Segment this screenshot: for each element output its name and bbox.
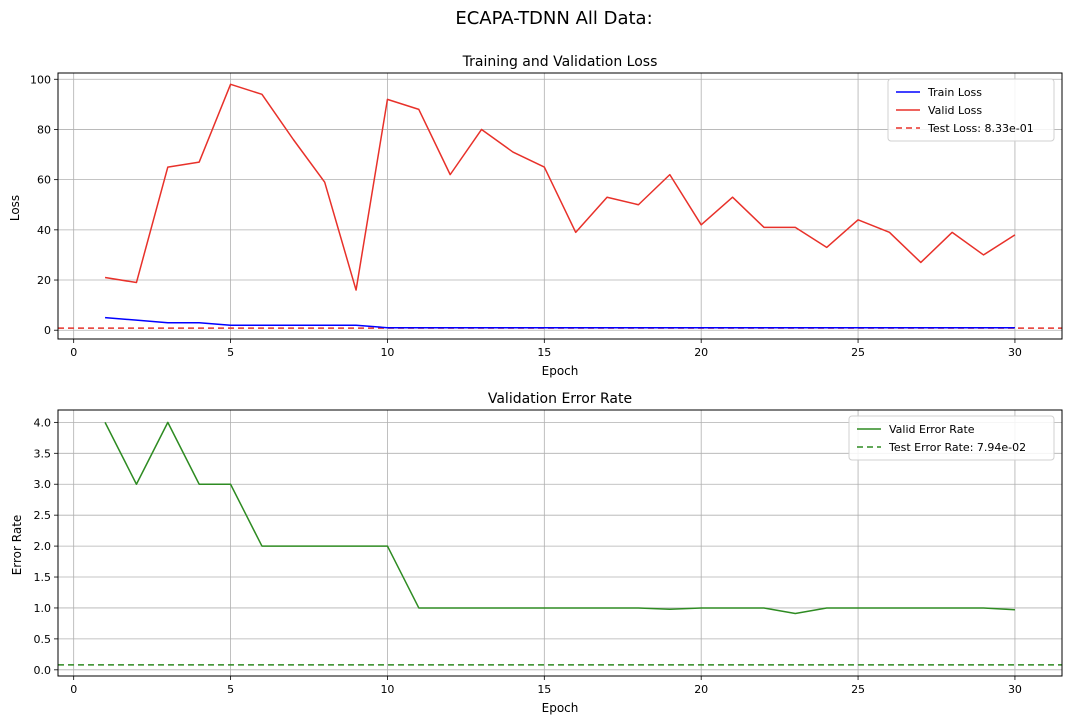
x-tick-label: 15 <box>537 683 551 696</box>
x-tick-label: 5 <box>227 683 234 696</box>
x-tick-label: 10 <box>380 683 394 696</box>
x-tick-label: 30 <box>1008 346 1022 359</box>
legend-label: Valid Error Rate <box>889 423 975 436</box>
x-tick-label: 20 <box>694 683 708 696</box>
y-tick-label: 0 <box>44 324 51 337</box>
y-tick-label: 4.0 <box>34 416 52 429</box>
y-tick-label: 100 <box>30 73 51 86</box>
y-tick-label: 3.5 <box>34 447 52 460</box>
y-tick-label: 1.0 <box>34 602 52 615</box>
y-axis-label: Error Rate <box>10 515 24 576</box>
y-tick-label: 40 <box>37 224 51 237</box>
y-tick-label: 2.5 <box>34 509 52 522</box>
chart-loss: Training and Validation Loss 0 5 10 15 20 25 3… <box>8 54 1063 378</box>
legend: Valid Error Rate Test Error Rate: 7.94e-0… <box>848 415 1055 461</box>
series-line <box>104 421 1015 615</box>
y-axis-ticks: 0.0 0.5 1.0 1.5 2.0 2.5 3.0 3.5 4.0 <box>34 416 58 677</box>
legend-box <box>887 78 1055 142</box>
x-tick-label: 25 <box>851 683 865 696</box>
x-tick-label: 10 <box>380 346 394 359</box>
legend: Train Loss Valid Loss Test Loss: 8.33e-01 <box>887 78 1055 142</box>
x-tick-label: 25 <box>851 346 865 359</box>
series-lines <box>104 83 1016 329</box>
x-tick-label: 15 <box>537 346 551 359</box>
y-tick-label: 1.5 <box>34 571 52 584</box>
y-tick-label: 0.0 <box>34 664 52 677</box>
series-line <box>105 316 1015 329</box>
x-axis-ticks: 0 5 10 15 20 25 30 <box>70 676 1022 696</box>
plot-frame <box>57 409 1063 677</box>
legend-label: Train Loss <box>927 86 982 99</box>
legend-box <box>848 415 1055 461</box>
legend-label: Test Error Rate: 7.94e-02 <box>888 441 1026 454</box>
x-axis-ticks: 0 5 10 15 20 25 30 <box>70 339 1022 359</box>
y-tick-label: 0.5 <box>34 633 52 646</box>
x-tick-label: 20 <box>694 346 708 359</box>
x-tick-label: 0 <box>70 683 77 696</box>
y-axis-label: Loss <box>8 195 22 221</box>
y-tick-label: 20 <box>37 274 51 287</box>
chart-error-rate: Validation Error Rate 0 5 10 15 20 25 30 0.00.… <box>10 391 1063 715</box>
chart-title: Validation Error Rate <box>488 391 632 407</box>
y-tick-label: 3.0 <box>34 478 52 491</box>
x-axis-label: Epoch <box>542 701 579 715</box>
legend-label: Valid Loss <box>928 104 982 117</box>
y-tick-label: 60 <box>37 174 51 187</box>
x-tick-label: 5 <box>227 346 234 359</box>
series-lines <box>104 421 1015 615</box>
y-tick-label: 2.0 <box>34 540 52 553</box>
legend-label: Test Loss: 8.33e-01 <box>927 122 1034 135</box>
plot-frame <box>57 72 1063 340</box>
chart-title: Training and Validation Loss <box>462 54 658 70</box>
series-line <box>104 83 1016 291</box>
y-tick-label: 80 <box>37 123 51 136</box>
x-axis-label: Epoch <box>542 364 579 378</box>
x-tick-label: 0 <box>70 346 77 359</box>
x-tick-label: 30 <box>1008 683 1022 696</box>
y-axis-ticks: 0 20 40 60 80 100 <box>30 73 58 337</box>
figure-title: ECAPA-TDNN All Data: <box>455 8 652 29</box>
